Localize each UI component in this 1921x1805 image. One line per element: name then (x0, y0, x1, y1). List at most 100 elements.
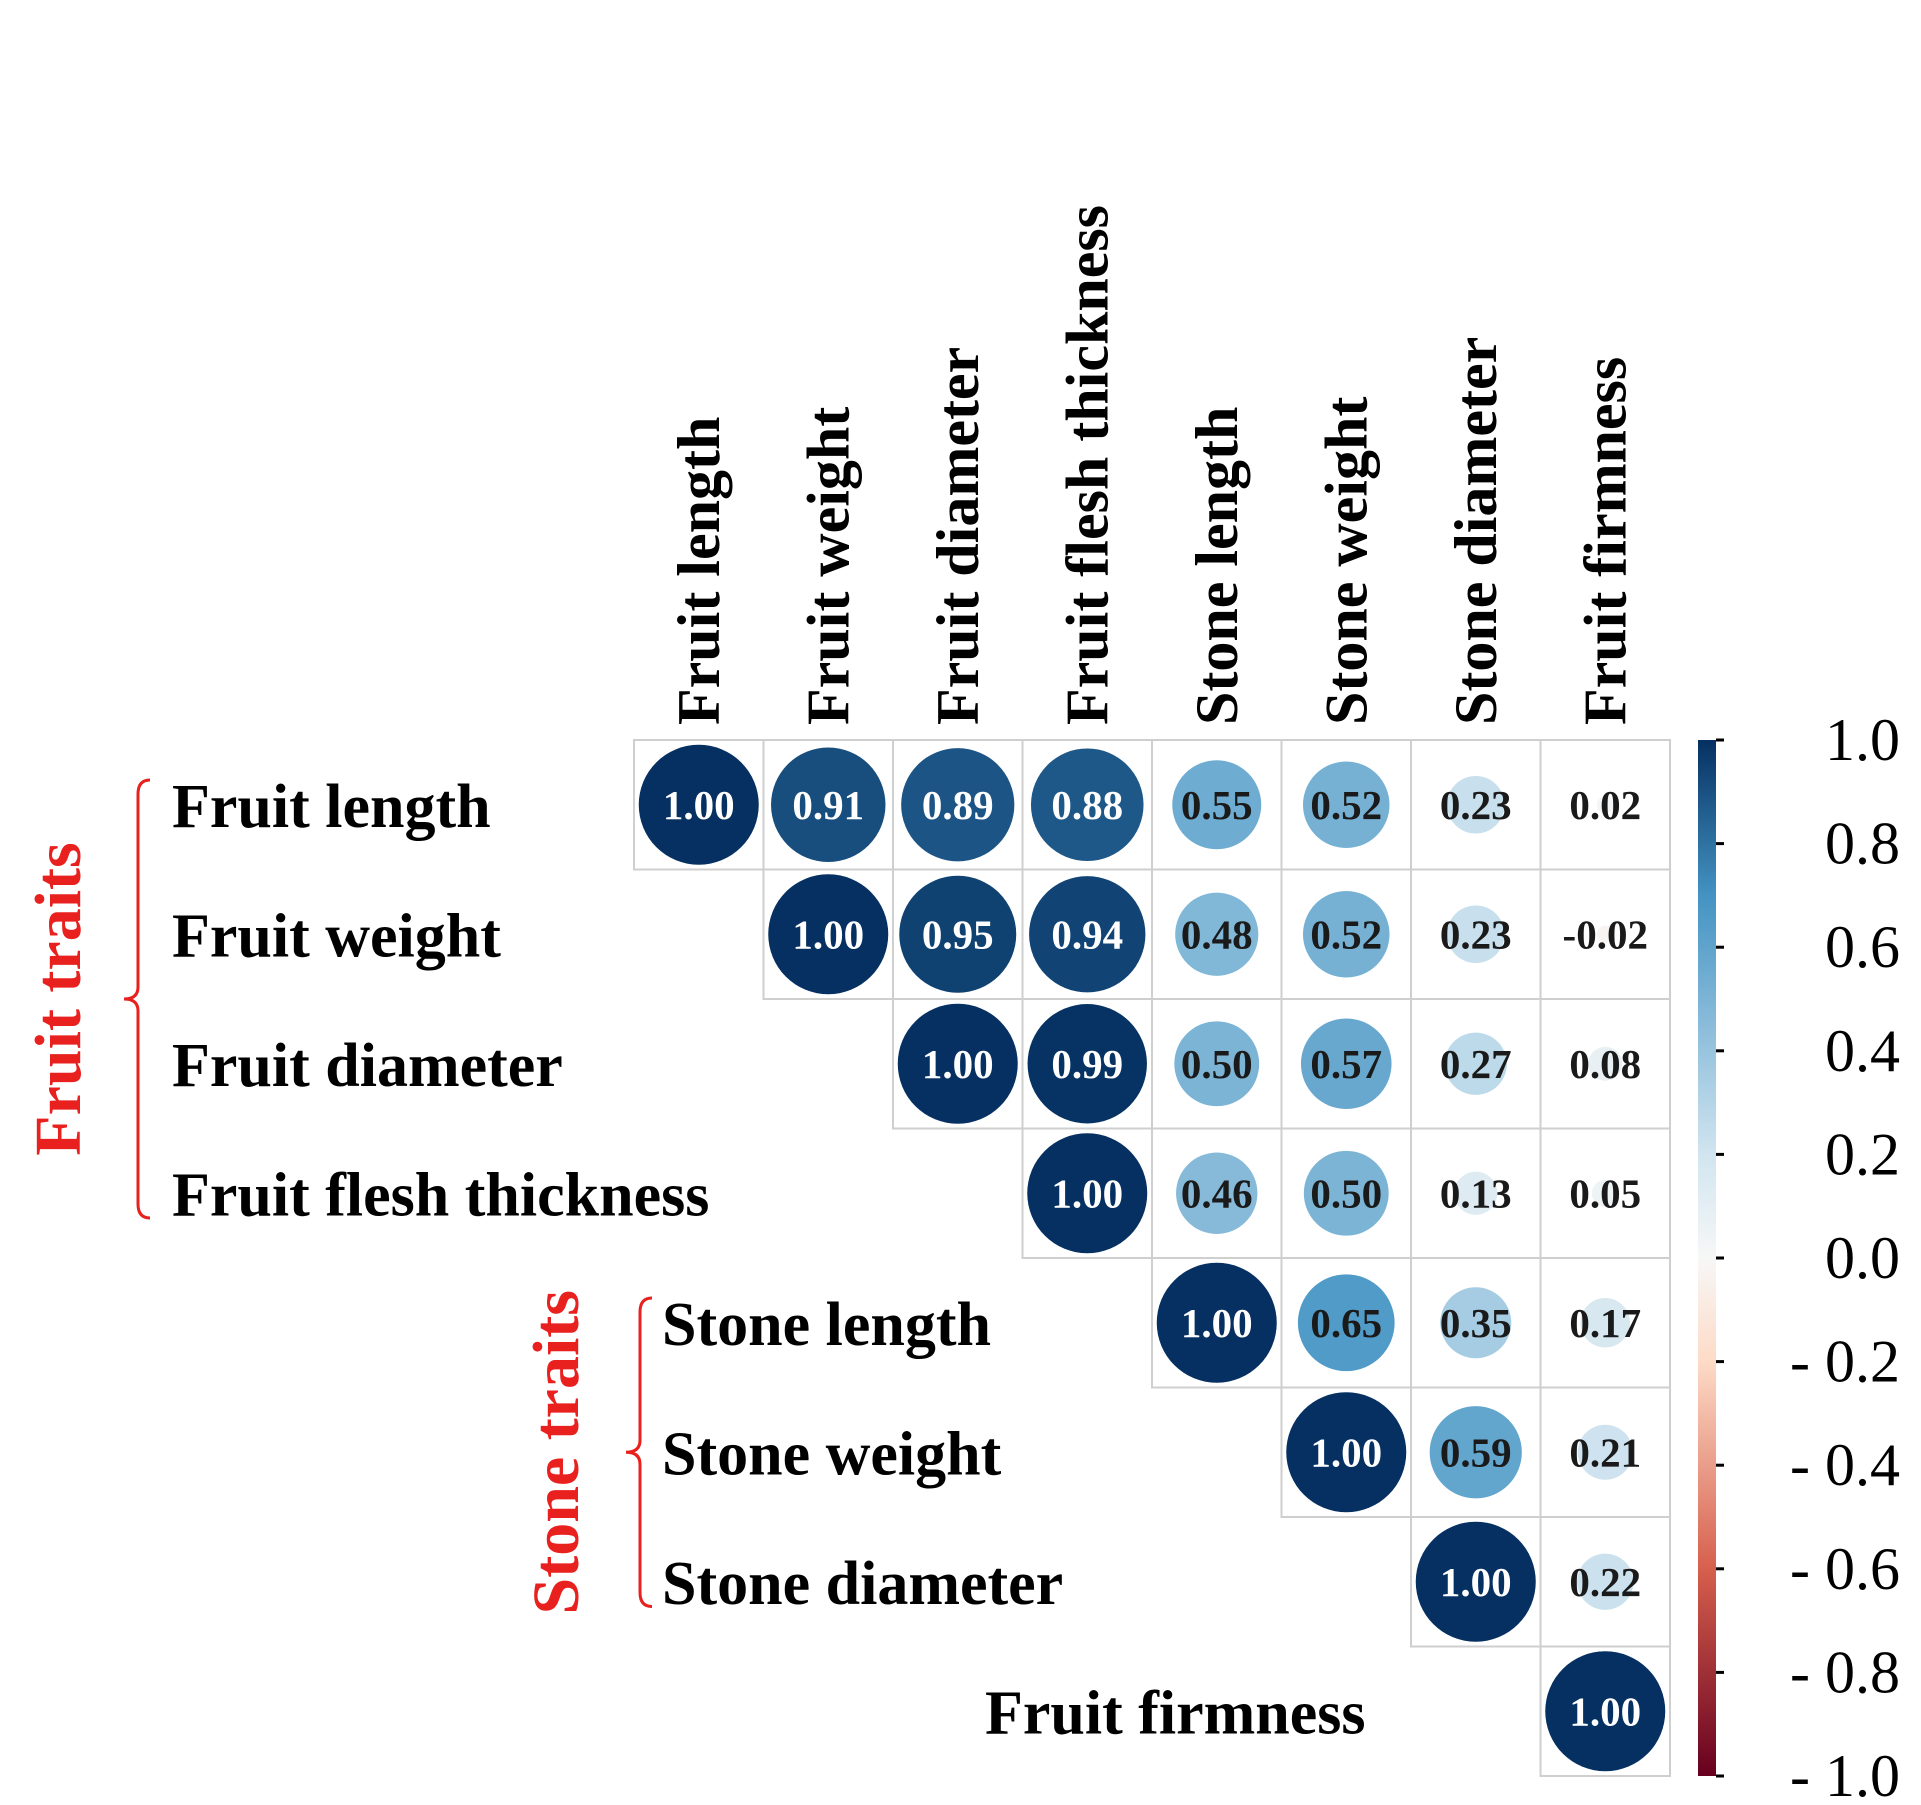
corr-value: 0.65 (1310, 1300, 1382, 1346)
row-label-fruit-diameter: Fruit diameter (172, 1032, 563, 1100)
corr-circle (768, 874, 889, 995)
corr-circle (901, 748, 1015, 862)
corr-circle (1415, 1521, 1536, 1642)
corr-circle (1302, 761, 1390, 849)
colorbar-gradient (1698, 740, 1716, 1776)
corr-value: 0.88 (1051, 782, 1123, 828)
col-label-stone-weight: Stone weight (1313, 397, 1379, 725)
col-label-stone-diameter: Stone diameter (1443, 337, 1509, 725)
corr-circle (1444, 1032, 1507, 1095)
corr-value: 1.00 (1440, 1559, 1512, 1605)
corr-value: 0.94 (1051, 911, 1123, 957)
col-label-fruit-firmness: Fruit firmness (1572, 357, 1638, 725)
corr-circle (1580, 1298, 1630, 1348)
colorbar-tick-label: 0.8 (1825, 811, 1900, 877)
group-bracket-stone-traits (625, 1296, 653, 1608)
col-label-fruit-length: Fruit length (666, 417, 732, 725)
corr-value: 1.00 (663, 782, 735, 828)
corr-value: 1.00 (1181, 1300, 1253, 1346)
corr-circle (1588, 1046, 1623, 1081)
column-labels: Fruit length Fruit weight Fruit diameter Fr… (666, 205, 1639, 725)
colorbar-tick-label: 0.6 (1825, 914, 1900, 980)
corr-circle (1172, 760, 1262, 850)
row-labels: Fruit length Fruit weight Fruit diameter Fr… (172, 773, 1366, 1748)
corr-value: 0.95 (922, 911, 994, 957)
group-label-fruit-traits: Fruit traits (22, 842, 95, 1155)
colorbar-tick-label: - 1.0 (1790, 1743, 1900, 1805)
corr-circle (1303, 1150, 1389, 1236)
corr-circle (1577, 1553, 1634, 1610)
corr-value: 0.52 (1310, 911, 1382, 957)
corr-circle (771, 747, 886, 862)
corr-circle (1596, 796, 1614, 814)
corr-circle (1446, 905, 1505, 964)
corr-circle (1286, 1392, 1407, 1513)
corr-value: 0.46 (1181, 1170, 1253, 1216)
corr-value: 0.05 (1569, 1170, 1641, 1216)
corr-value: 1.00 (1051, 1170, 1123, 1216)
corr-value: 0.22 (1569, 1559, 1641, 1605)
row-label-fruit-flesh-thickness: Fruit flesh thickness (172, 1161, 709, 1229)
corr-circle (1454, 1171, 1498, 1215)
row-label-stone-weight: Stone weight (662, 1420, 1002, 1488)
corr-value: 0.50 (1310, 1170, 1382, 1216)
corr-circle (1175, 892, 1259, 976)
colorbar-tick-label: 0.4 (1825, 1018, 1900, 1084)
corr-circle (1297, 1274, 1395, 1372)
col-label-fruit-diameter: Fruit diameter (925, 347, 991, 725)
corr-value: 0.27 (1440, 1041, 1512, 1087)
row-label-stone-diameter: Stone diameter (662, 1550, 1063, 1618)
col-label-fruit-weight: Fruit weight (795, 407, 861, 725)
colorbar-tick-label: 0.0 (1825, 1225, 1900, 1291)
corr-value: 1.00 (1569, 1688, 1641, 1734)
row-label-stone-length: Stone length (662, 1291, 991, 1359)
corr-circle (1429, 1406, 1522, 1499)
corr-circle (1440, 1287, 1512, 1359)
cell-2-7 (1539, 998, 1671, 1130)
corr-value: 0.91 (792, 782, 864, 828)
corr-circle (1027, 1004, 1147, 1124)
row-label-fruit-weight: Fruit weight (172, 902, 501, 970)
group-label-stone-traits: Stone traits (520, 1290, 593, 1614)
row-label-fruit-length: Fruit length (172, 773, 491, 841)
row-label-fruit-firmness: Fruit firmness (985, 1679, 1366, 1747)
corr-value: 0.50 (1181, 1041, 1253, 1087)
corr-value: 0.52 (1310, 782, 1382, 828)
corr-circle (1577, 1424, 1633, 1480)
corr-value: 1.00 (922, 1041, 994, 1087)
corr-value: 0.08 (1569, 1041, 1641, 1087)
corr-value: 0.55 (1181, 782, 1253, 828)
corr-value: 0.21 (1569, 1429, 1641, 1475)
group-bracket-fruit-traits (123, 778, 151, 1220)
col-label-fruit-flesh-thickness: Fruit flesh thickness (1054, 205, 1120, 725)
corr-circle (1156, 1262, 1277, 1383)
colorbar-tick-label: 1.0 (1825, 707, 1900, 773)
corr-value: 0.23 (1440, 782, 1512, 828)
matrix-cells: 1.00 0.91 0.89 0.88 0.55 0.52 0.23 0.02 1.00 0.95… (633, 739, 1671, 1777)
corr-circle (1030, 748, 1144, 862)
corr-circle (1596, 925, 1614, 943)
corr-circle (1029, 876, 1146, 993)
corr-circle (1545, 1651, 1666, 1772)
colorbar-tick-label: - 0.2 (1790, 1329, 1900, 1395)
corr-value: 0.23 (1440, 911, 1512, 957)
corr-value: 0.99 (1051, 1041, 1123, 1087)
col-label-stone-length: Stone length (1184, 407, 1250, 725)
corr-value: 0.57 (1310, 1041, 1382, 1087)
corr-value: 0.59 (1440, 1429, 1512, 1475)
corr-circle (1302, 890, 1390, 978)
corr-circle (1027, 1133, 1148, 1254)
corr-circle (1591, 1179, 1619, 1207)
corr-circle (638, 744, 759, 865)
corr-circle (897, 1003, 1018, 1124)
corr-value: 0.35 (1440, 1300, 1512, 1346)
corr-circle (1446, 775, 1505, 834)
corr-circle (899, 875, 1017, 993)
corr-circle (1174, 1021, 1260, 1107)
colorbar-tick-label: - 0.6 (1790, 1536, 1900, 1602)
cell-3-5 (1280, 1127, 1412, 1259)
corr-value: 0.02 (1569, 782, 1641, 828)
corr-circle (1176, 1152, 1258, 1234)
corr-circle (1300, 1018, 1392, 1110)
